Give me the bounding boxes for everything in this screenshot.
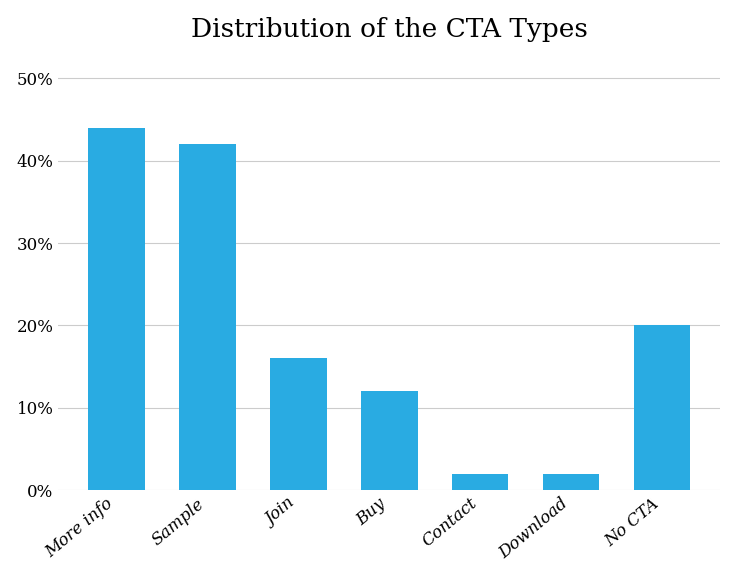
Bar: [361, 391, 418, 490]
Bar: [88, 127, 145, 490]
Title: Distribution of the CTA Types: Distribution of the CTA Types: [191, 17, 588, 42]
Bar: [179, 144, 236, 490]
Bar: [452, 474, 509, 490]
Bar: [543, 474, 599, 490]
Bar: [634, 325, 691, 490]
Bar: [270, 358, 326, 490]
